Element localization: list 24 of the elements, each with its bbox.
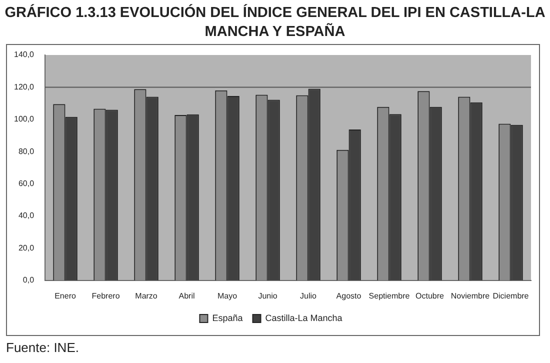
y-tick-label: 0,0	[22, 276, 35, 285]
y-tick-label: 40,0	[18, 211, 35, 220]
x-tick-label: Enero	[54, 291, 76, 300]
x-tick-label: Febrero	[92, 291, 120, 300]
source-note: Fuente: INE.	[6, 340, 79, 355]
x-tick-label: Mayo	[217, 291, 238, 300]
y-tick-label: 100,0	[14, 114, 35, 124]
x-tick-label: Agosto	[336, 291, 362, 300]
x-tick-label: Abril	[178, 291, 195, 300]
chart-title: GRÁFICO 1.3.13 EVOLUCIÓN DEL ÍNDICE GENERAL DEL IPI EN CASTILLA-LA MANCHA Y ESPAÑA	[4, 4, 546, 42]
x-tick-label: Noviembre	[450, 291, 490, 300]
x-tick-label: Septiembre	[368, 291, 410, 300]
legend-label: España	[212, 312, 243, 323]
y-tick-label: 80,0	[18, 146, 35, 156]
x-tick-label: Diciembre	[492, 291, 530, 300]
x-tick-label: Octubre	[416, 291, 445, 300]
y-tick-label: 140,0	[14, 50, 35, 60]
x-tick-label: Junio	[258, 291, 278, 300]
x-tick-label: Julio	[300, 291, 318, 300]
legend-label: Castilla-La Mancha	[265, 312, 342, 323]
x-tick-label: Marzo	[135, 291, 158, 300]
y-tick-label: 20,0	[18, 243, 35, 252]
y-tick-label: 120,0	[14, 82, 35, 92]
y-tick-label: 60,0	[18, 179, 35, 188]
